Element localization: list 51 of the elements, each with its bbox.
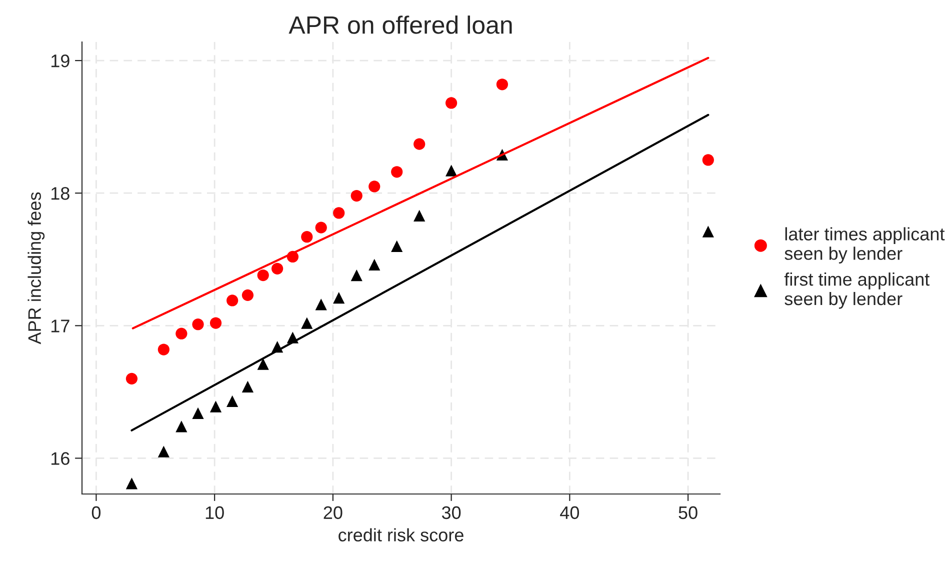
- point: [176, 420, 188, 432]
- point: [158, 344, 170, 356]
- point: [315, 298, 327, 310]
- y-tick-label: 18: [51, 187, 70, 200]
- point: [192, 318, 204, 330]
- point: [226, 395, 238, 408]
- y-tick-label: 19: [51, 54, 70, 68]
- y-tick-label: 16: [51, 452, 70, 465]
- point: [226, 294, 238, 306]
- legend-label: later times applicant seen by lender: [784, 227, 945, 264]
- point: [242, 380, 254, 392]
- x-tick-label: 50: [678, 506, 698, 520]
- point: [414, 210, 426, 222]
- point: [391, 240, 403, 252]
- point: [333, 292, 345, 304]
- point: [702, 226, 714, 238]
- point: [368, 180, 380, 192]
- y-axis-title: APR including fees: [28, 192, 45, 344]
- x-tick-label: 40: [560, 506, 580, 520]
- point: [257, 269, 269, 282]
- point: [301, 231, 313, 243]
- point: [242, 289, 254, 301]
- point: [158, 446, 170, 458]
- x-tick-label: 0: [92, 506, 101, 520]
- point: [702, 154, 714, 166]
- point: [257, 358, 269, 370]
- point: [126, 478, 138, 490]
- point: [496, 78, 508, 90]
- point: [445, 164, 458, 176]
- legend-label: first time applicant seen by lender: [784, 272, 930, 309]
- point: [350, 190, 362, 202]
- point: [391, 166, 403, 178]
- point: [176, 328, 188, 340]
- x-tick-label: 10: [206, 506, 224, 520]
- x-axis-title: credit risk score: [338, 528, 464, 542]
- point: [368, 258, 380, 270]
- point: [414, 138, 426, 150]
- point: [126, 372, 138, 384]
- point: [301, 317, 313, 329]
- y-tick-label: 17: [51, 320, 70, 332]
- point: [271, 262, 284, 274]
- x-tick-label: 20: [324, 506, 342, 520]
- point: [192, 407, 204, 419]
- point: [210, 317, 222, 329]
- chart-title: APR on offered loan: [288, 16, 512, 34]
- point: [210, 400, 222, 412]
- point: [315, 222, 327, 234]
- point: [350, 269, 362, 282]
- point: [445, 97, 458, 109]
- point: [333, 207, 345, 219]
- x-tick-label: 30: [442, 506, 461, 520]
